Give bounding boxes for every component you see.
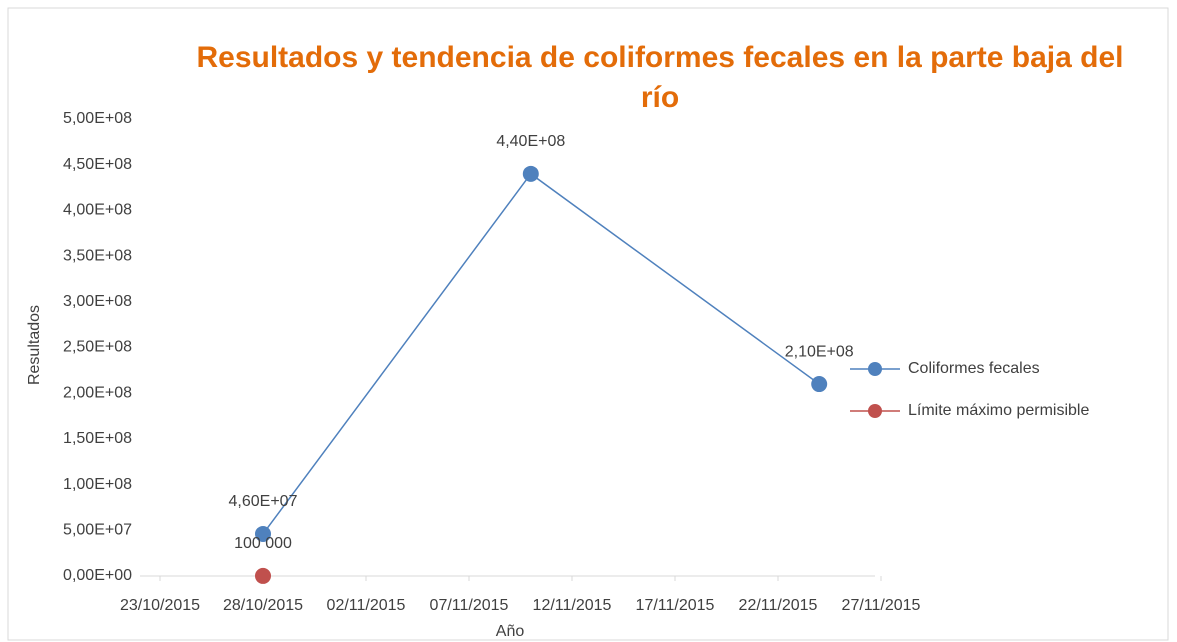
x-tick-label: 07/11/2015 [430,597,509,614]
y-tick-label: 0,00E+00 [63,567,132,584]
x-axis-label: Año [496,623,525,640]
x-tick-label: 27/11/2015 [842,597,921,614]
series-line [262,172,820,535]
y-tick-label: 5,00E+08 [63,110,132,127]
legend-label: Coliformes fecales [908,360,1040,377]
data-label: 4,40E+08 [496,133,565,150]
legend-marker [868,404,882,418]
legend-marker [868,362,882,376]
data-point [522,165,539,182]
y-tick-label: 4,00E+08 [63,202,132,219]
y-tick-label: 1,00E+08 [63,476,132,493]
y-tick-label: 2,50E+08 [63,339,132,356]
data-label: 4,60E+07 [229,493,298,510]
x-tick-label: 12/11/2015 [533,597,612,614]
data-label: 2,10E+08 [785,343,854,360]
x-tick-label: 22/11/2015 [739,597,818,614]
data-point [255,525,271,542]
x-tick-label: 28/10/2015 [223,597,303,614]
legend-label: Límite máximo permisible [908,402,1089,419]
chart-title: Resultados y tendencia de coliformes fec… [196,41,1124,114]
data-label: 100 000 [234,535,292,552]
data-point [255,567,271,584]
chart-frame [7,7,1169,641]
y-tick-label: 4,50E+08 [63,156,132,173]
x-tick-label: 17/11/2015 [636,597,715,614]
y-tick-label: 2,00E+08 [63,384,132,401]
y-tick-label: 1,50E+08 [63,430,132,447]
x-tick-label: 23/10/2015 [120,597,200,614]
y-tick-label: 5,00E+07 [63,522,132,539]
x-tick-label: 02/11/2015 [327,597,406,614]
y-axis-label: Resultados [26,305,43,385]
y-tick-label: 3,50E+08 [63,247,132,264]
y-tick-label: 3,00E+08 [63,293,132,310]
data-point [811,376,828,393]
